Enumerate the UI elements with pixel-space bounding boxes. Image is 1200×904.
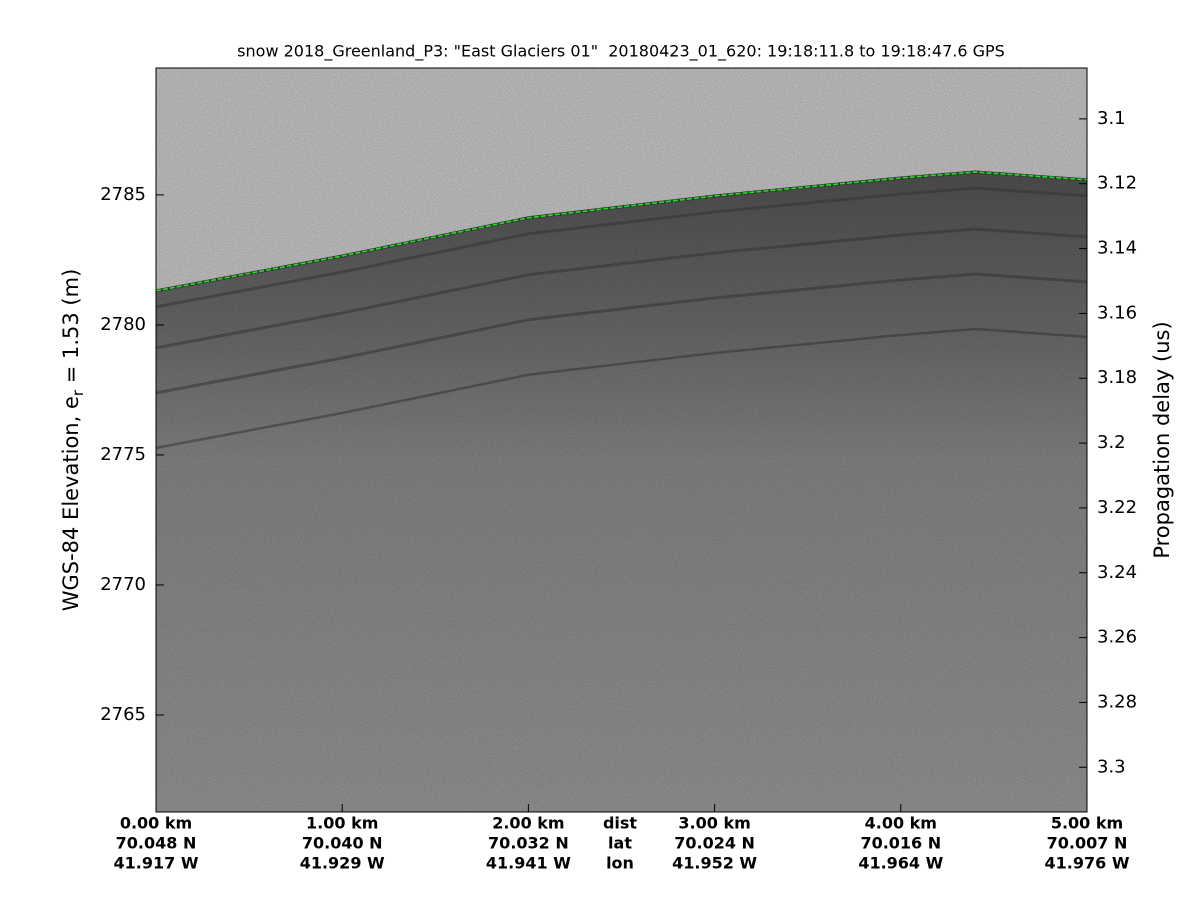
- y2-tick-label: 3.26: [1097, 627, 1137, 648]
- x-tick-label: 0.00 km: [120, 814, 192, 833]
- y2-axis-label: Propagation delay (us): [1150, 321, 1174, 558]
- chart-title: snow 2018_Greenland_P3: "East Glaciers 0…: [237, 42, 1005, 62]
- y2-tick-label: 3.28: [1097, 691, 1137, 712]
- lat-label: 70.024 N: [674, 834, 755, 853]
- row-label: lat: [608, 834, 632, 853]
- lon-label: 41.941 W: [486, 854, 571, 873]
- lon-label: 41.929 W: [300, 854, 385, 873]
- y2-tick-label: 3.24: [1097, 562, 1137, 583]
- lat-label: 70.048 N: [116, 834, 197, 853]
- surface-layer: [156, 170, 1087, 293]
- y2-tick-label: 3.14: [1097, 238, 1137, 259]
- y-tick-label: 2775: [100, 444, 146, 465]
- y-label-sub: r: [69, 389, 87, 396]
- y2-tick-label: 3.22: [1097, 497, 1137, 518]
- y-tick-label: 2785: [100, 184, 146, 205]
- x-tick-label: 4.00 km: [865, 814, 937, 833]
- y2-tick-label: 3.1: [1097, 108, 1126, 129]
- y2-tick-label: 3.18: [1097, 367, 1137, 388]
- y-tick-label: 2765: [100, 704, 146, 725]
- y-tick-label: 2770: [100, 574, 146, 595]
- lon-label: 41.952 W: [672, 854, 757, 873]
- x-tick-label: 2.00 km: [492, 814, 564, 833]
- lat-label: 70.016 N: [860, 834, 941, 853]
- y2-tick-label: 3.16: [1097, 302, 1137, 323]
- radar-speckle: [156, 68, 1087, 812]
- x-tick-label: 1.00 km: [306, 814, 378, 833]
- lat-label: 70.032 N: [488, 834, 569, 853]
- plot-frame: [155, 67, 1088, 813]
- x-tick-label: 5.00 km: [1051, 814, 1123, 833]
- y-label-part: = 1.53 (m): [59, 269, 83, 390]
- y-label-part: WGS-84 Elevation, e: [59, 396, 83, 611]
- y2-tick-label: 3.12: [1097, 173, 1137, 194]
- row-label: lon: [606, 854, 634, 873]
- row-label: dist: [603, 814, 637, 833]
- lon-label: 41.917 W: [114, 854, 199, 873]
- y-axis-label: WGS-84 Elevation, er = 1.53 (m): [59, 269, 87, 612]
- lon-label: 41.964 W: [858, 854, 943, 873]
- y-tick-label: 2780: [100, 314, 146, 335]
- y2-tick-label: 3.2: [1097, 432, 1126, 453]
- lon-label: 41.976 W: [1045, 854, 1130, 873]
- x-tick-label: 3.00 km: [678, 814, 750, 833]
- lat-label: 70.007 N: [1047, 834, 1128, 853]
- lat-label: 70.040 N: [302, 834, 383, 853]
- y2-tick-label: 3.3: [1097, 756, 1126, 777]
- surface-line: [156, 171, 1087, 292]
